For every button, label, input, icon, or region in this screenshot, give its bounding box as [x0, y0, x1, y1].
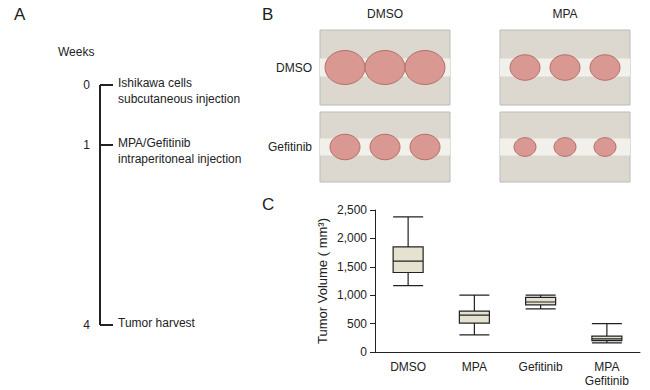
- svg-text:MPA: MPA: [594, 360, 619, 374]
- svg-text:4: 4: [83, 318, 90, 332]
- svg-text:DMSO: DMSO: [390, 360, 426, 374]
- svg-text:1,500: 1,500: [337, 260, 367, 274]
- svg-text:DMSO: DMSO: [276, 61, 312, 75]
- svg-text:0: 0: [360, 345, 367, 359]
- svg-text:Tumor harvest: Tumor harvest: [118, 316, 196, 330]
- svg-text:C: C: [262, 195, 274, 214]
- svg-text:subcutaneous injection: subcutaneous injection: [118, 92, 240, 106]
- svg-text:Ishikawa cells: Ishikawa cells: [118, 76, 192, 90]
- svg-text:MPA: MPA: [462, 360, 487, 374]
- svg-text:B: B: [262, 5, 273, 24]
- svg-text:MPA: MPA: [552, 7, 577, 21]
- svg-text:Gefitinib: Gefitinib: [268, 140, 312, 154]
- svg-text:A: A: [14, 5, 26, 24]
- svg-text:1,000: 1,000: [337, 288, 367, 302]
- svg-text:Gefitinib: Gefitinib: [519, 360, 563, 374]
- svg-text:Gefitinib: Gefitinib: [585, 374, 629, 388]
- svg-text:intraperitoneal injection: intraperitoneal injection: [118, 152, 241, 166]
- svg-text:500: 500: [347, 317, 367, 331]
- svg-text:DMSO: DMSO: [367, 7, 403, 21]
- svg-text:0: 0: [83, 78, 90, 92]
- svg-text:Tumor Volume ( mm³): Tumor Volume ( mm³): [315, 218, 330, 344]
- svg-text:2,000: 2,000: [337, 231, 367, 245]
- svg-text:1: 1: [83, 138, 90, 152]
- svg-text:2,500: 2,500: [337, 203, 367, 217]
- svg-text:Weeks: Weeks: [58, 45, 94, 59]
- svg-text:MPA/Gefitinib: MPA/Gefitinib: [118, 136, 191, 150]
